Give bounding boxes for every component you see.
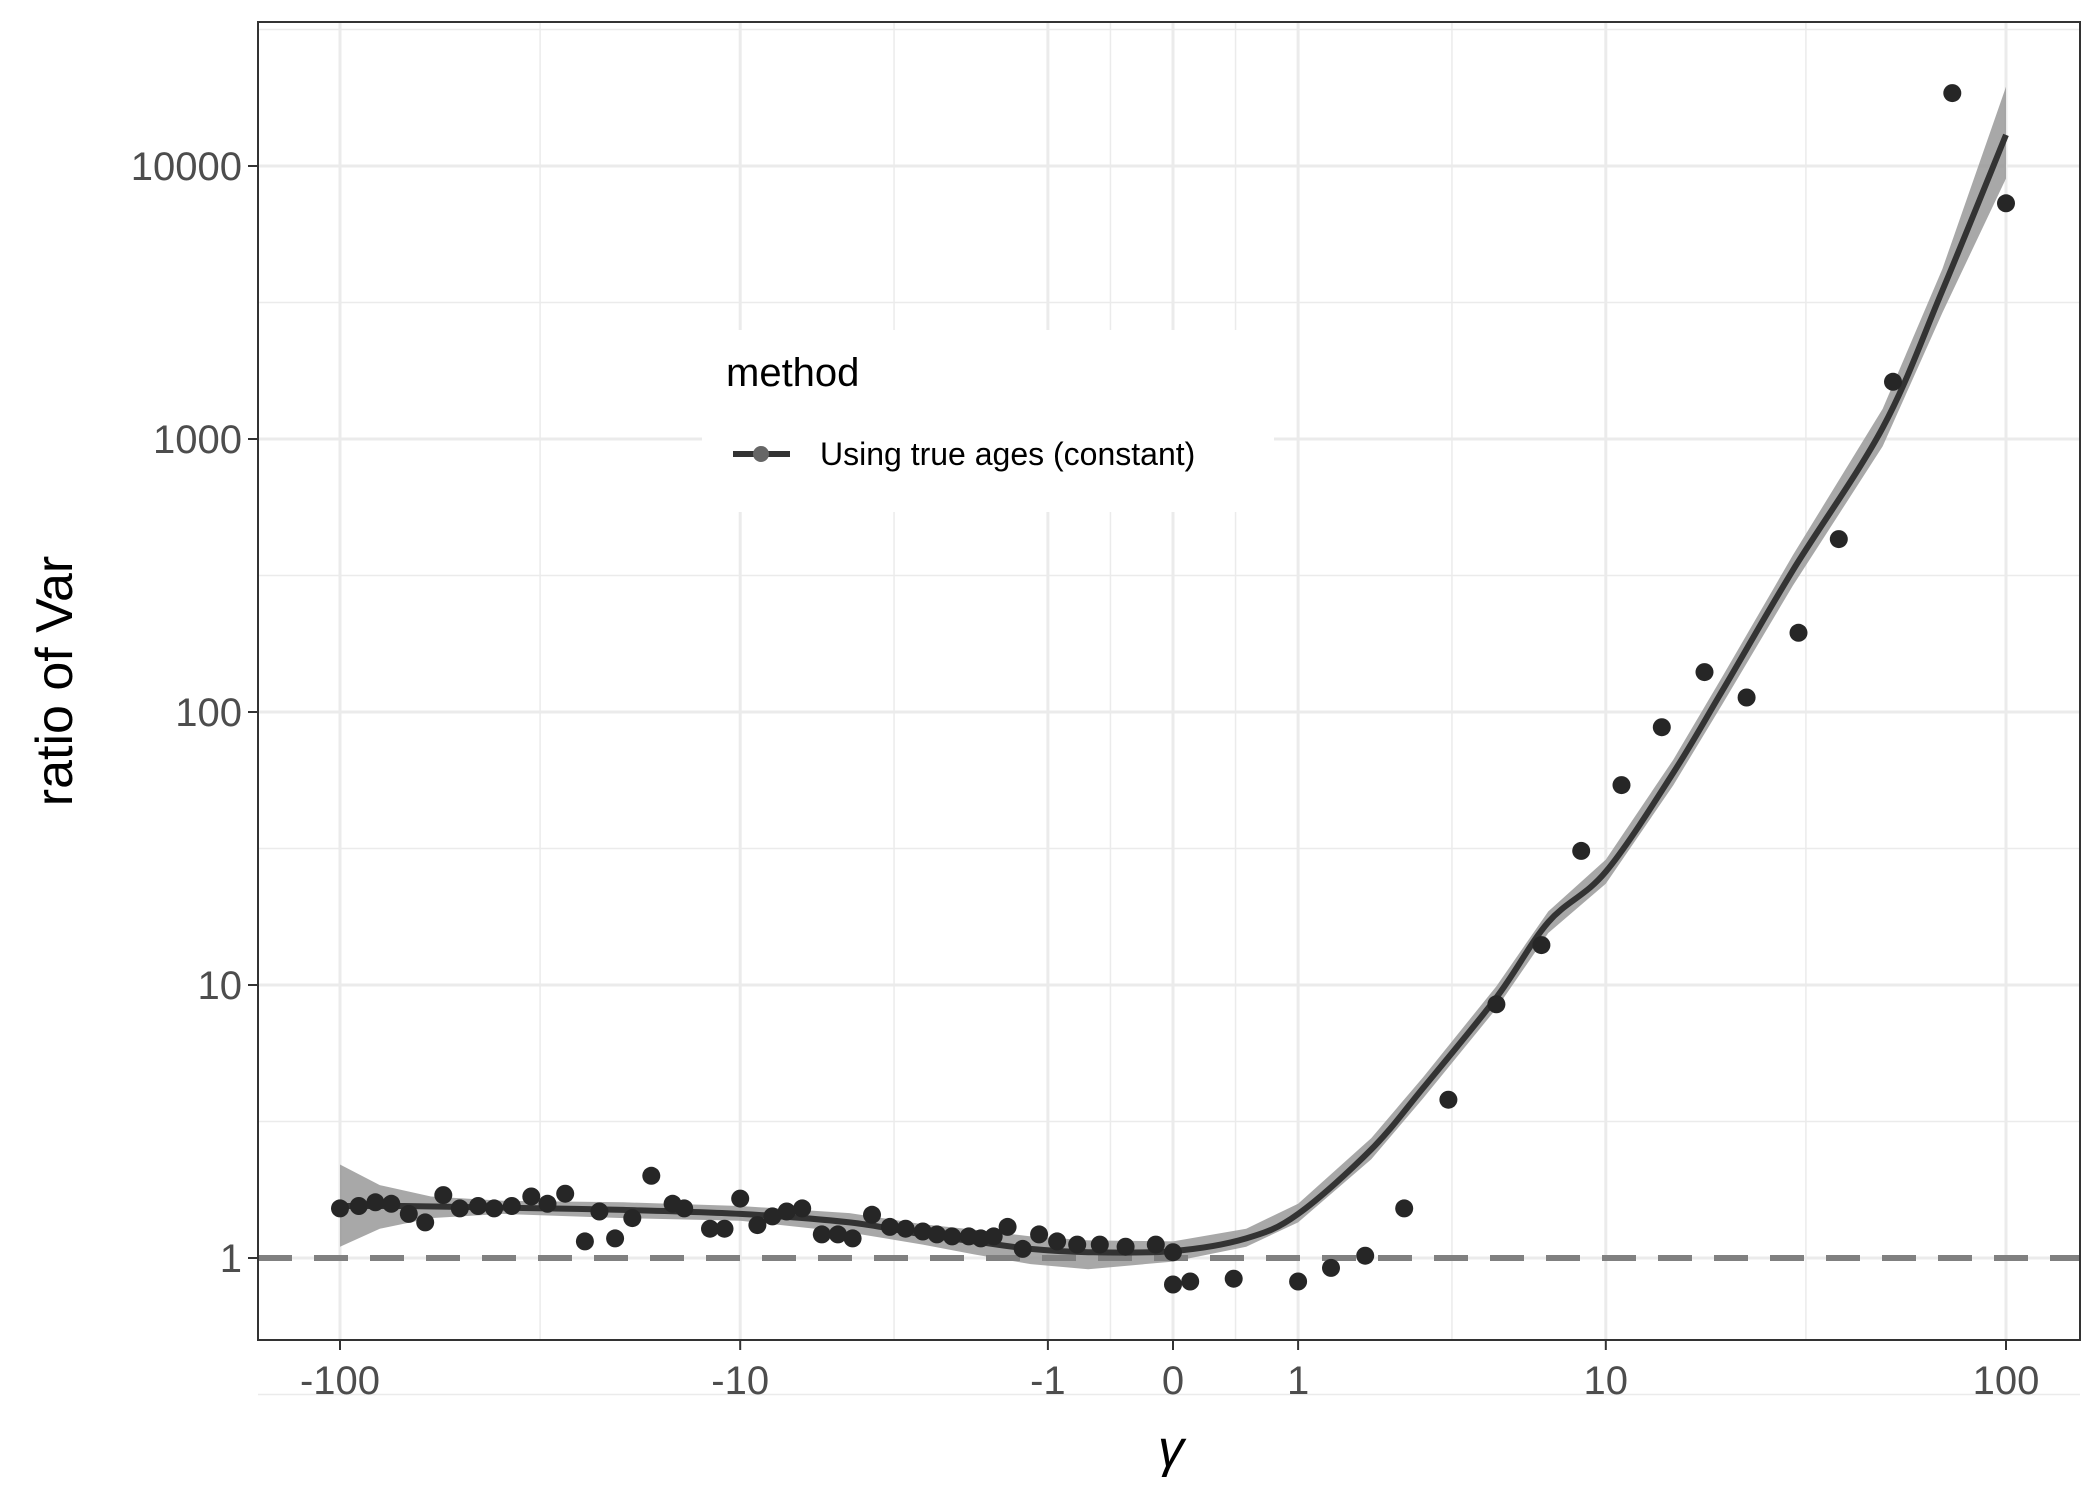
data-point	[1013, 1239, 1032, 1258]
legend-title: method	[726, 351, 859, 395]
data-point	[1829, 530, 1848, 549]
data-point	[1164, 1275, 1182, 1294]
x-axis-ticks: -100 -10 -1 0 1 10 100	[300, 1340, 2039, 1403]
y-tick-label: 10000	[131, 145, 242, 189]
data-point	[913, 1222, 932, 1241]
data-point	[1068, 1235, 1087, 1254]
data-point	[1652, 718, 1671, 737]
data-point	[1164, 1243, 1182, 1262]
data-point	[812, 1225, 831, 1244]
x-tick-label: 1	[1287, 1359, 1309, 1403]
data-points	[331, 84, 2015, 1294]
data-point	[1181, 1272, 1200, 1291]
data-point	[469, 1197, 488, 1215]
data-point	[927, 1225, 946, 1244]
data-point	[984, 1227, 1003, 1246]
plot-panel-border	[257, 21, 2081, 1341]
y-tick-label: 1000	[153, 418, 242, 462]
data-point	[1289, 1272, 1308, 1291]
data-point	[1048, 1232, 1067, 1251]
data-point	[522, 1187, 541, 1206]
data-point	[998, 1217, 1017, 1236]
data-point	[606, 1229, 625, 1248]
data-point	[1487, 995, 1506, 1014]
data-point	[1395, 1199, 1414, 1218]
y-tick-label: 1	[220, 1237, 242, 1281]
plot-panel	[258, 22, 2080, 1340]
data-point	[416, 1213, 435, 1232]
data-point	[623, 1209, 642, 1228]
data-point	[843, 1229, 862, 1248]
data-point	[763, 1207, 782, 1226]
data-point	[777, 1202, 796, 1221]
data-point	[748, 1216, 767, 1235]
data-point	[1737, 688, 1756, 707]
data-point	[642, 1166, 661, 1185]
legend-entry-label: Using true ages (constant)	[820, 436, 1195, 472]
data-point	[1146, 1235, 1165, 1254]
legend: method Using true ages (constant)	[702, 330, 1274, 512]
data-point	[675, 1199, 694, 1218]
data-point	[863, 1205, 881, 1224]
data-point	[1439, 1090, 1458, 1109]
data-point	[1532, 936, 1551, 955]
x-axis-title: γ	[1158, 1420, 1187, 1478]
data-point	[1572, 841, 1591, 860]
x-tick-label: -100	[300, 1359, 380, 1403]
smooth-curve-layer	[339, 133, 2009, 1256]
data-point	[331, 1199, 349, 1218]
y-axis-ticks: 1 10 100 1000 10000	[131, 145, 258, 1281]
data-point	[1116, 1237, 1135, 1256]
data-point	[1884, 372, 1902, 391]
data-point	[556, 1184, 575, 1203]
data-point	[366, 1193, 385, 1212]
x-tick-label: 100	[1973, 1359, 2040, 1403]
data-point	[701, 1219, 719, 1238]
data-point	[382, 1194, 401, 1213]
data-point	[538, 1194, 557, 1213]
legend-key-point	[753, 446, 769, 462]
data-point	[1943, 84, 1962, 103]
data-point	[1789, 623, 1808, 642]
data-point	[434, 1186, 453, 1205]
grid	[258, 22, 2080, 1396]
data-point	[485, 1199, 504, 1218]
data-point	[349, 1197, 368, 1215]
legend-background	[702, 330, 1274, 512]
data-point	[1030, 1225, 1049, 1244]
data-point	[943, 1227, 962, 1246]
data-point	[1090, 1235, 1109, 1254]
data-point	[1997, 194, 2015, 213]
data-point	[399, 1204, 418, 1223]
data-point	[590, 1202, 609, 1221]
data-point	[1612, 776, 1631, 795]
smooth-curve	[339, 133, 2009, 1256]
data-point	[731, 1189, 750, 1208]
x-tick-label: 0	[1162, 1359, 1184, 1403]
data-point	[896, 1219, 915, 1238]
y-tick-label: 100	[175, 691, 242, 735]
data-point	[1322, 1258, 1340, 1277]
data-point	[1224, 1269, 1243, 1288]
y-axis-title: ratio of Var	[26, 556, 84, 806]
data-point	[450, 1199, 469, 1218]
data-point	[880, 1217, 899, 1236]
x-tick-label: -10	[711, 1359, 769, 1403]
x-tick-label: -1	[1030, 1359, 1066, 1403]
data-point	[1695, 663, 1714, 682]
data-point	[1356, 1246, 1375, 1265]
data-point	[793, 1199, 812, 1218]
data-point	[575, 1232, 594, 1251]
data-point	[502, 1197, 521, 1215]
x-tick-label: 10	[1584, 1359, 1629, 1403]
data-point	[828, 1225, 847, 1244]
data-point	[715, 1219, 734, 1238]
y-tick-label: 10	[198, 964, 243, 1008]
